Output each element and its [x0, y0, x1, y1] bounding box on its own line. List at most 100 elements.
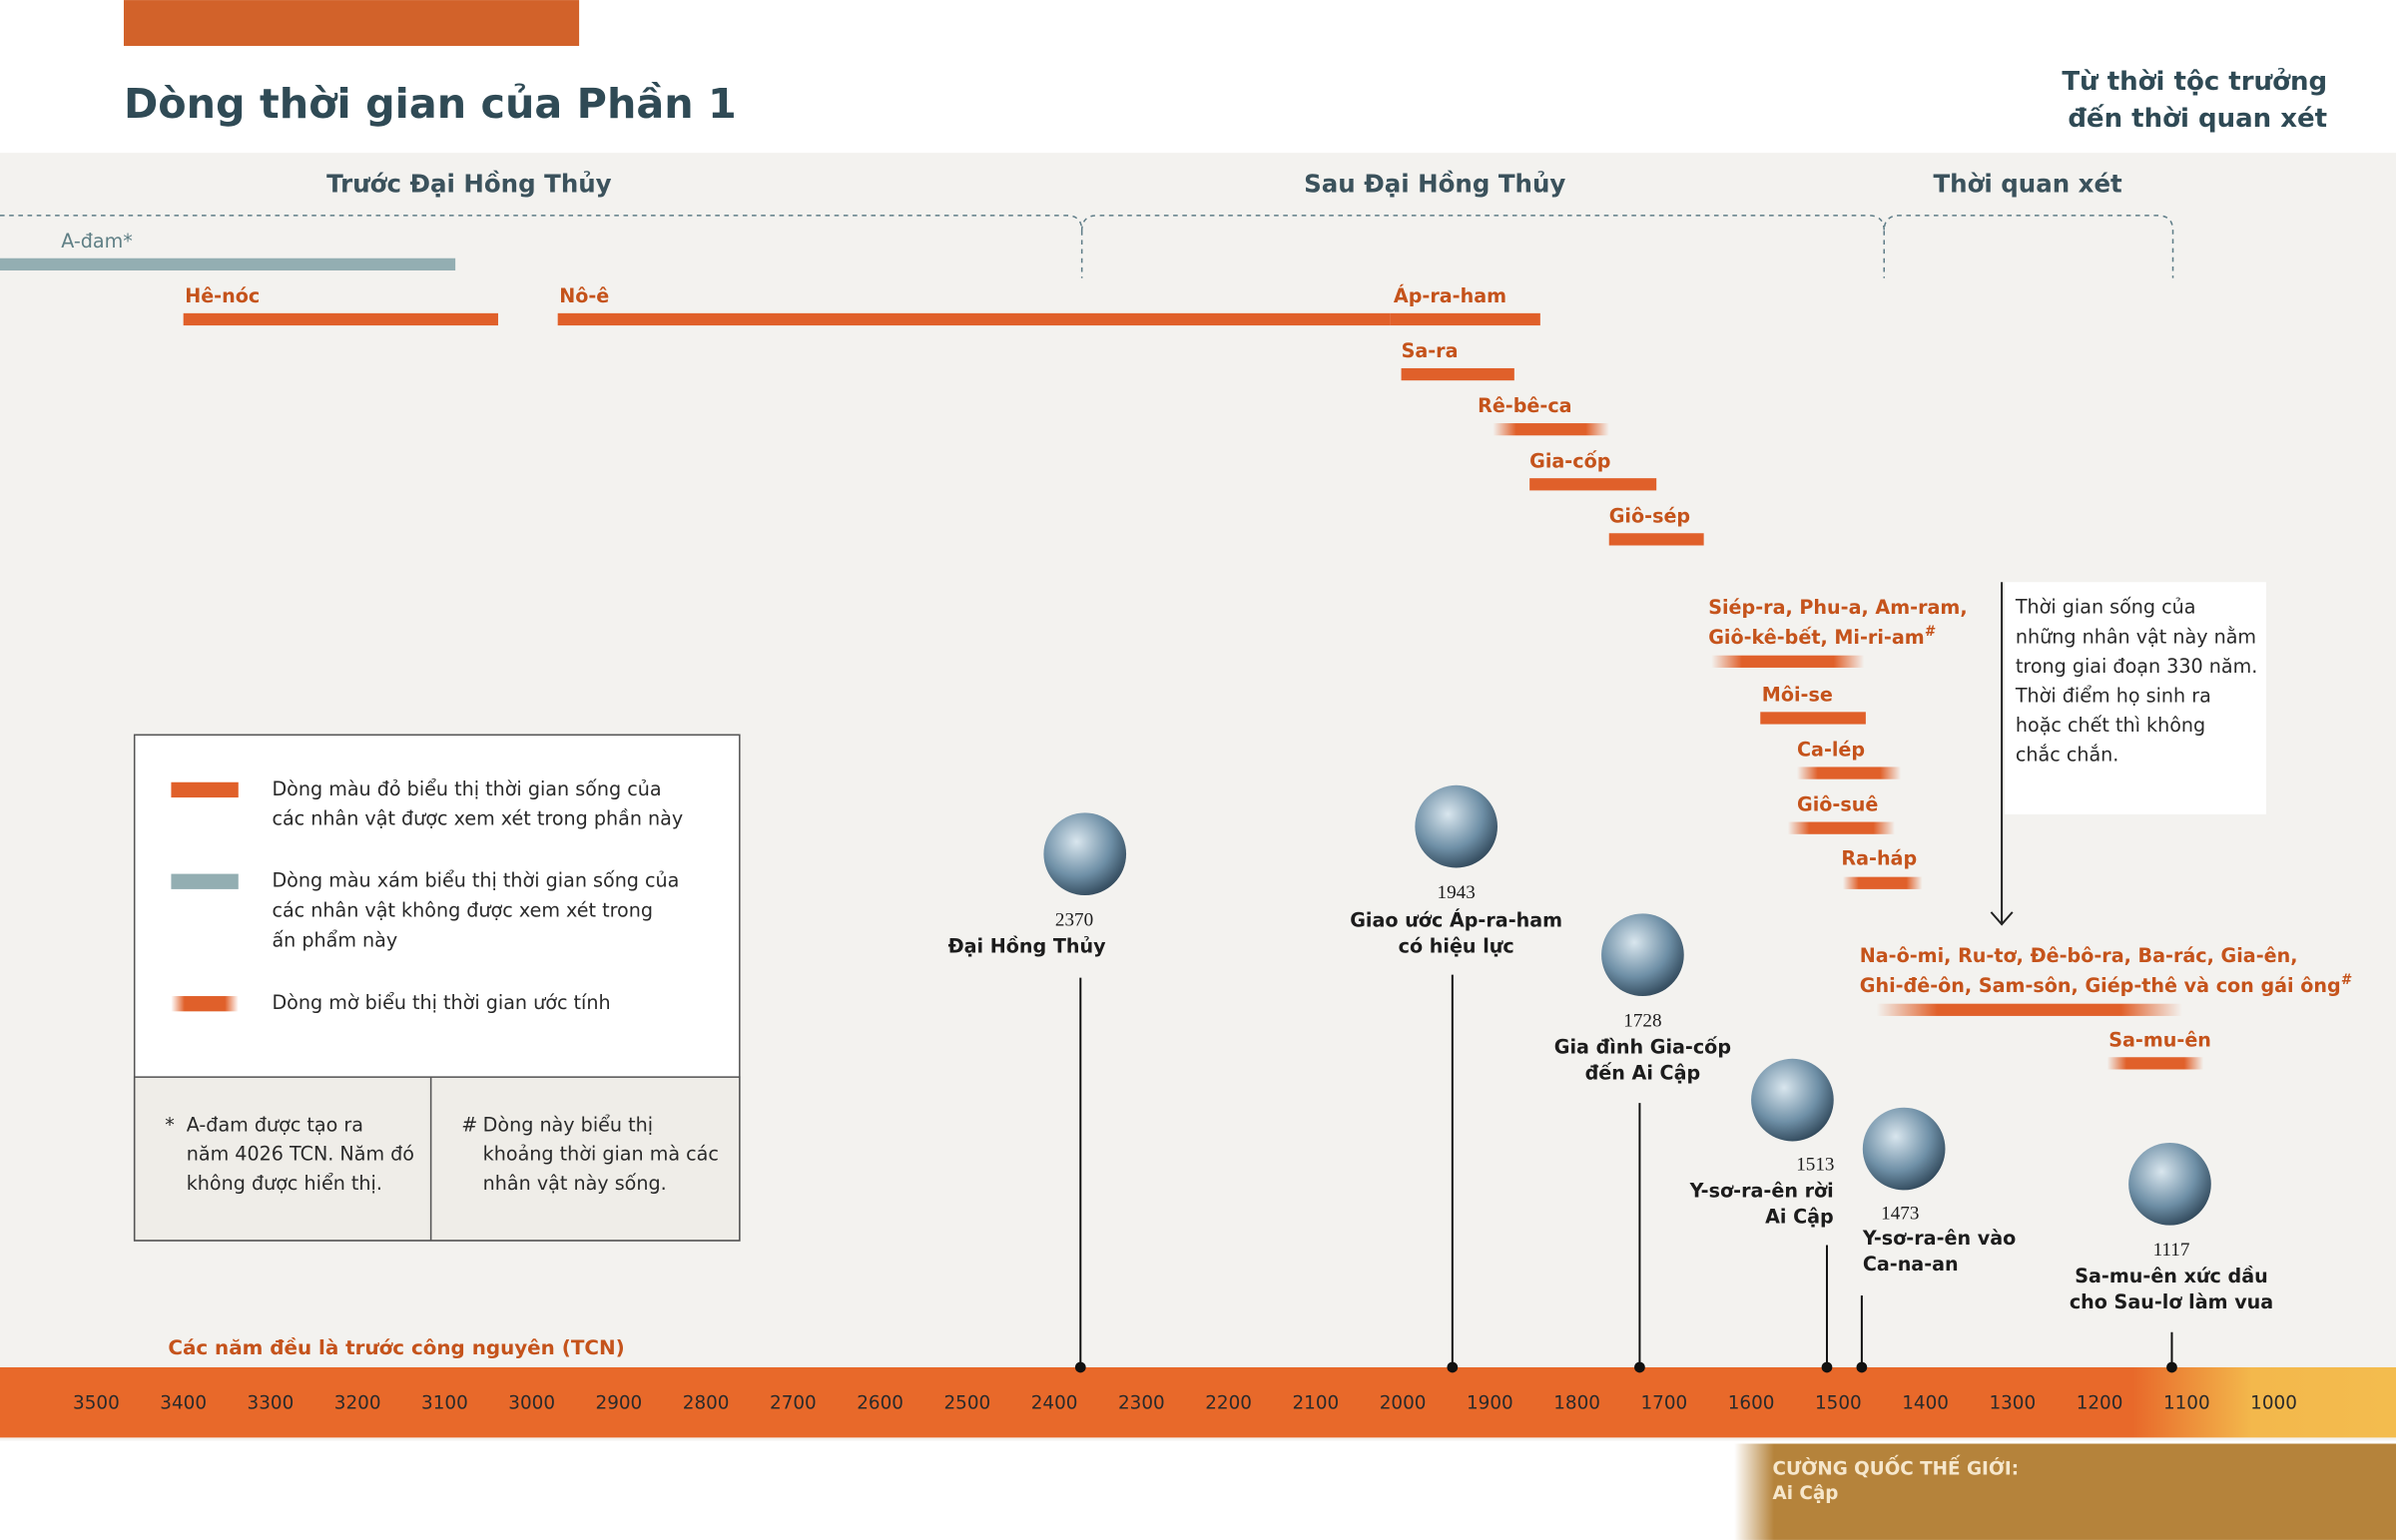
lifespan-label: Ra-háp: [1841, 846, 1917, 869]
event-dot: [1074, 1361, 1086, 1373]
axis-tick-label: 1500: [1815, 1393, 1862, 1414]
lifespan-name: Hê-nóc: [185, 284, 260, 307]
lifespan-bar: [1842, 876, 1923, 889]
lifespan-label: Hê-nóc: [185, 284, 260, 307]
event-label: Đại Hồng Thủy: [948, 935, 1107, 958]
event-label: Y-sơ-ra-ên rời: [1689, 1179, 1834, 1202]
footnote-text: năm 4026 TCN. Năm đó: [187, 1143, 414, 1166]
lifespan-name: Sa-ra: [1402, 339, 1459, 362]
legend-text: các nhân vật được xem xét trong phần này: [272, 807, 683, 830]
axis-tick-label: 2500: [944, 1393, 991, 1414]
legend-text: Dòng màu đỏ biểu thị thời gian sống của: [272, 777, 661, 800]
world-power-label: CƯỜNG QUỐC THẾ GIỚI:: [1773, 1456, 2020, 1480]
event-label: cho Sau-lơ làm vua: [2070, 1290, 2273, 1313]
lifespan-label: Na-ô-mi, Ru-tơ, Đê-bô-ra, Ba-rác, Gia-ên…: [1860, 944, 2298, 967]
lifespan-bar: [183, 312, 498, 326]
lifespan-bar: [557, 312, 1391, 326]
axis-tick-label: 1600: [1728, 1393, 1775, 1414]
lifespan-label: Giô-kê-bết, Mi-ri-am#: [1708, 624, 1935, 649]
period-label: Trước Đại Hồng Thủy: [326, 169, 612, 198]
lifespan-label: Sa-mu-ên: [2108, 1028, 2211, 1051]
lifespan-bar: [1711, 655, 1865, 668]
lifespan-bar: [1760, 712, 1866, 725]
lifespan-name: Giô-kê-bết, Mi-ri-am: [1708, 626, 1924, 649]
note-box: [2005, 582, 2266, 814]
event-label: có hiệu lực: [1399, 935, 1514, 958]
event-label: Ca-na-an: [1863, 1253, 1959, 1276]
lifespan-label: Ca-lép: [1797, 738, 1865, 761]
lifespan-label: Giô-sép: [1609, 504, 1690, 527]
lifespan-label: Nô-ê: [559, 284, 609, 307]
lifespan-bar: [2106, 1057, 2204, 1070]
lifespan-name: Gia-cốp: [1529, 449, 1610, 472]
note-text: trong giai đoạn 330 năm.: [2016, 655, 2257, 678]
axis-tick-label: 3100: [421, 1393, 468, 1414]
lifespan-bar: [1797, 767, 1902, 779]
note-text: hoặc chết thì không: [2016, 714, 2205, 737]
lifespan-name: Na-ô-mi, Ru-tơ, Đê-bô-ra, Ba-rác, Gia-ên…: [1860, 944, 2298, 967]
axis-tick-label: 1300: [1989, 1393, 2036, 1414]
event-image: [1043, 812, 1127, 896]
header-band: [123, 0, 580, 46]
axis-tick-label: 3300: [248, 1393, 295, 1414]
footnote-text: khoảng thời gian mà các: [483, 1143, 719, 1166]
event-year: 1473: [1881, 1203, 1919, 1224]
axis-tick-label: 1800: [1553, 1393, 1600, 1414]
footnote-text: không được hiển thị.: [187, 1172, 382, 1195]
legend-swatch: [171, 873, 239, 889]
axis-tick-label: 1000: [2250, 1393, 2297, 1414]
event-label: đến Ai Cập: [1585, 1062, 1701, 1085]
lifespan-bar: [1787, 821, 1895, 834]
subtitle: đến thời quan xét: [2068, 103, 2327, 134]
event-year: 1513: [1796, 1154, 1834, 1175]
arrow-head: [1990, 911, 2014, 926]
axis-tick-label: 2200: [1205, 1393, 1252, 1414]
lifespan-name: Áp-ra-ham: [1394, 284, 1506, 307]
lifespan-bar: [1493, 423, 1609, 436]
axis-tick-label: 1400: [1902, 1393, 1949, 1414]
axis-tick-label: 1200: [2077, 1393, 2123, 1414]
lifespan-name: Giô-sép: [1609, 504, 1690, 527]
event-image: [1601, 913, 1684, 997]
axis-tick-label: 2900: [596, 1393, 643, 1414]
event-dot: [1447, 1361, 1459, 1373]
axis-note: Các năm đều là trước công nguyên (TCN): [168, 1336, 624, 1359]
lifespan-label: Rê-bê-ca: [1478, 394, 1571, 417]
event-image: [1415, 784, 1498, 868]
event-image: [2128, 1142, 2211, 1226]
legend-text: ấn phẩm này: [272, 928, 397, 951]
lifespan-name: Môi-se: [1762, 683, 1833, 706]
event-dot: [2166, 1361, 2177, 1373]
note-text: chắc chắn.: [2016, 743, 2119, 766]
axis-tick-label: 2600: [857, 1393, 903, 1414]
event-year: 2370: [1055, 909, 1093, 930]
lifespan-bar: [1608, 533, 1704, 546]
title: Dòng thời gian của Phần 1: [124, 80, 737, 128]
lifespan-label: Siép-ra, Phu-a, Am-ram,: [1708, 596, 1967, 619]
lifespan-bar: [1876, 1003, 2182, 1016]
lifespan-bar: [0, 257, 456, 270]
lifespan-label: A-đam*: [61, 229, 133, 252]
legend-text: các nhân vật không được xem xét trong: [272, 899, 653, 922]
event-dot: [1821, 1361, 1833, 1373]
axis-tick-label: 2800: [683, 1393, 730, 1414]
lifespan-name: A-đam*: [61, 229, 133, 252]
footnote-text: A-đam được tạo ra: [187, 1114, 363, 1137]
period-label: Sau Đại Hồng Thủy: [1304, 169, 1565, 198]
event-year: 1943: [1438, 882, 1476, 903]
lifespan-name: Ghi-đê-ôn, Sam-sôn, Giép-thê và con gái …: [1860, 974, 2341, 997]
lifespan-name: Giô-suê: [1797, 792, 1878, 815]
legend-text: Dòng mờ biểu thị thời gian ước tính: [272, 991, 610, 1014]
event-label: Sa-mu-ên xức dầu: [2075, 1265, 2268, 1287]
lifespan-name: Rê-bê-ca: [1478, 394, 1571, 417]
event-image: [1862, 1107, 1946, 1191]
legend-text: Dòng màu xám biểu thị thời gian sống của: [272, 869, 679, 892]
lifespan-name: Sa-mu-ên: [2108, 1028, 2211, 1051]
axis-band: [0, 1366, 2396, 1438]
lifespan-bar: [1529, 478, 1657, 491]
world-power-box: [1734, 1443, 2396, 1540]
lifespan-label: Ghi-đê-ôn, Sam-sôn, Giép-thê và con gái …: [1860, 972, 2352, 997]
note-text: Thời điểm họ sinh ra: [2015, 684, 2211, 707]
